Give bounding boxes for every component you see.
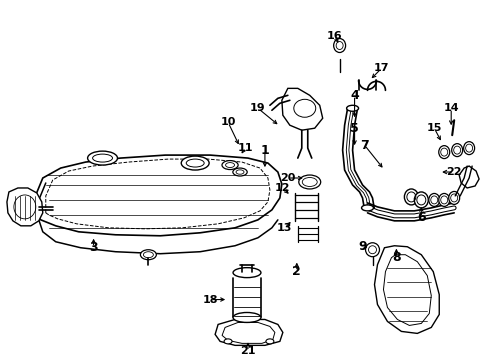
Text: 13: 13 (277, 223, 293, 233)
Text: 9: 9 (358, 240, 367, 253)
Ellipse shape (366, 243, 379, 257)
Text: 22: 22 (446, 167, 462, 177)
Text: 4: 4 (350, 89, 359, 102)
Text: 8: 8 (392, 251, 401, 264)
Ellipse shape (233, 312, 261, 323)
Ellipse shape (404, 189, 418, 205)
Text: 20: 20 (280, 173, 295, 183)
Text: 11: 11 (237, 143, 253, 153)
Ellipse shape (452, 144, 463, 157)
Text: 1: 1 (261, 144, 270, 157)
Text: 18: 18 (202, 294, 218, 305)
Text: 21: 21 (240, 346, 256, 356)
Text: 12: 12 (275, 183, 291, 193)
Text: 16: 16 (327, 31, 343, 41)
Ellipse shape (362, 205, 373, 211)
Ellipse shape (429, 193, 440, 206)
Ellipse shape (439, 146, 450, 159)
Text: 7: 7 (360, 139, 369, 152)
PathPatch shape (7, 188, 43, 226)
PathPatch shape (374, 246, 439, 333)
PathPatch shape (282, 88, 323, 130)
Ellipse shape (266, 339, 274, 344)
Ellipse shape (415, 192, 428, 208)
Text: 19: 19 (250, 103, 266, 113)
PathPatch shape (36, 155, 282, 236)
Ellipse shape (346, 105, 359, 111)
Ellipse shape (449, 192, 460, 204)
Text: 15: 15 (427, 123, 442, 133)
Text: 14: 14 (443, 103, 459, 113)
Ellipse shape (141, 250, 156, 260)
Text: 5: 5 (350, 122, 359, 135)
Ellipse shape (222, 161, 238, 170)
Ellipse shape (224, 339, 232, 344)
Text: 3: 3 (89, 241, 98, 254)
Ellipse shape (439, 193, 450, 206)
PathPatch shape (459, 166, 479, 188)
PathPatch shape (215, 319, 283, 345)
Text: 17: 17 (374, 63, 389, 73)
Ellipse shape (334, 39, 345, 53)
Ellipse shape (464, 141, 475, 154)
Ellipse shape (88, 151, 118, 165)
Text: 10: 10 (220, 117, 236, 127)
Ellipse shape (233, 168, 247, 176)
Ellipse shape (299, 175, 321, 189)
Ellipse shape (233, 268, 261, 278)
Text: 2: 2 (293, 265, 301, 278)
Ellipse shape (181, 156, 209, 170)
Text: 6: 6 (417, 211, 426, 224)
